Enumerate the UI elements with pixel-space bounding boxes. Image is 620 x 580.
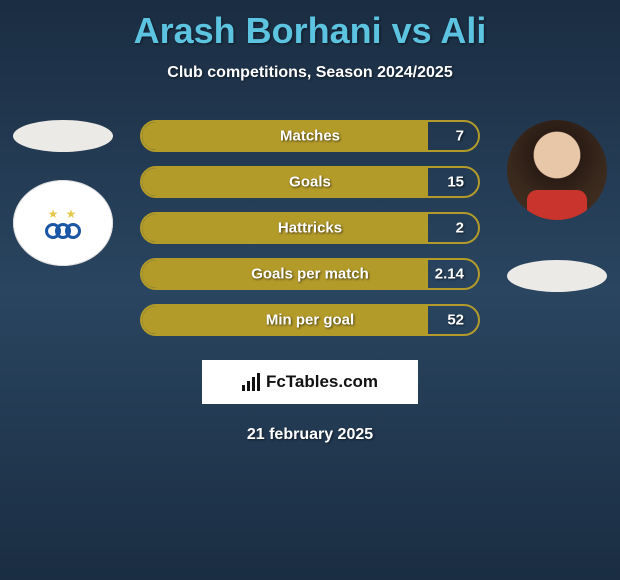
- left-club-badge: ★ ★: [13, 180, 113, 266]
- stat-bar: Goals per match 2.14: [140, 258, 480, 290]
- badge-rings-icon: [48, 223, 78, 239]
- stat-bar-value: 7: [456, 128, 464, 145]
- stat-bar-label: Goals per match: [251, 266, 369, 283]
- stats-bars: Matches 7 Goals 15 Hattricks 2 Goals per…: [140, 120, 480, 350]
- subtitle: Club competitions, Season 2024/2025: [0, 64, 620, 82]
- right-player-column: [502, 120, 612, 292]
- stat-bar-fill: [142, 168, 428, 196]
- stat-bar-label: Hattricks: [278, 220, 342, 237]
- stat-bar-label: Min per goal: [266, 312, 354, 329]
- right-club-badge-placeholder: [507, 260, 607, 292]
- stat-bar-value: 2.14: [435, 266, 464, 283]
- right-player-photo: [507, 120, 607, 220]
- stat-bar: Goals 15: [140, 166, 480, 198]
- stat-bar-value: 52: [447, 312, 464, 329]
- date-text: 21 february 2025: [0, 426, 620, 444]
- badge-stars-icon: ★ ★: [48, 207, 79, 221]
- stat-bar: Matches 7: [140, 120, 480, 152]
- brand-logo-text: FcTables.com: [266, 372, 378, 392]
- stat-bar-label: Matches: [280, 128, 340, 145]
- stat-bar: Min per goal 52: [140, 304, 480, 336]
- stat-bar: Hattricks 2: [140, 212, 480, 244]
- page-title: Arash Borhani vs Ali: [0, 0, 620, 52]
- brand-logo: FcTables.com: [202, 360, 418, 404]
- stat-bar-label: Goals: [289, 174, 331, 191]
- left-player-column: ★ ★: [8, 120, 118, 266]
- stat-bar-value: 2: [456, 220, 464, 237]
- brand-logo-bars-icon: [242, 373, 260, 391]
- stat-bar-value: 15: [447, 174, 464, 191]
- left-player-photo-placeholder: [13, 120, 113, 152]
